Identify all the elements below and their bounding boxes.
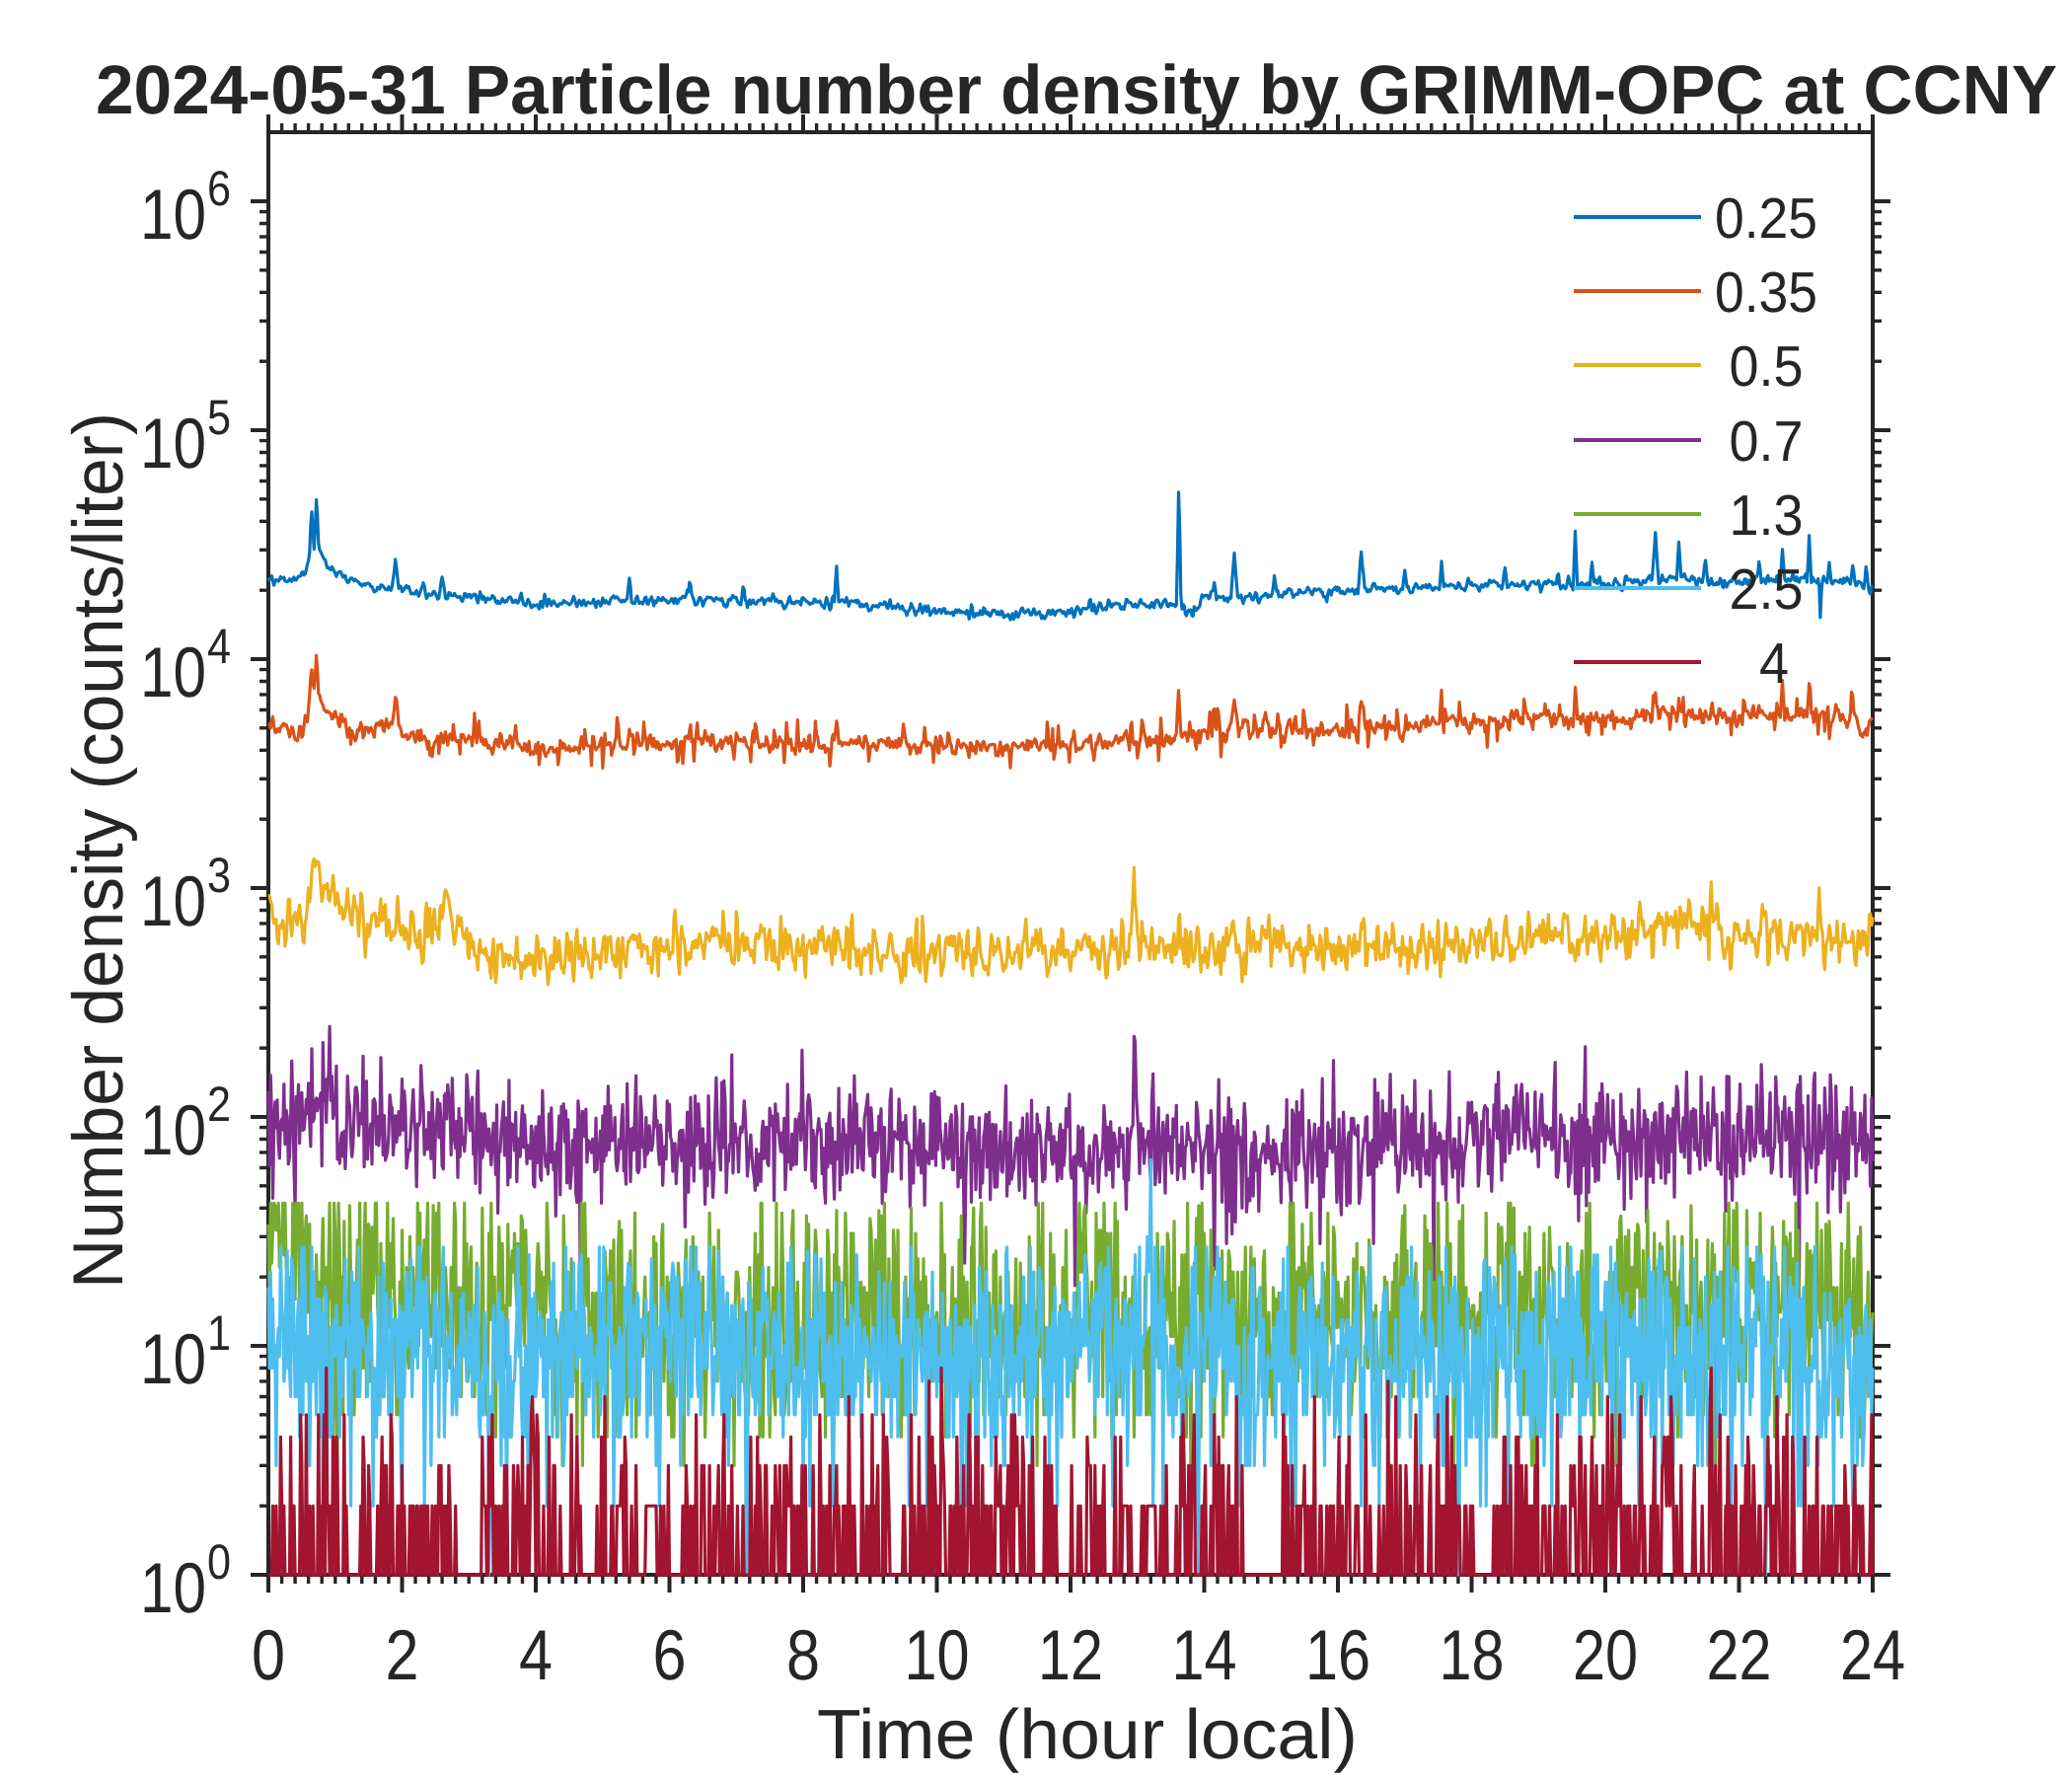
svg-text:6: 6 — [207, 161, 231, 216]
svg-text:4: 4 — [207, 619, 231, 674]
svg-text:1: 1 — [207, 1305, 231, 1361]
svg-text:0.25: 0.25 — [1715, 186, 1817, 251]
svg-text:1.3: 1.3 — [1730, 483, 1804, 548]
svg-text:24: 24 — [1840, 1616, 1905, 1695]
svg-text:0: 0 — [252, 1616, 285, 1695]
svg-text:3: 3 — [207, 848, 231, 903]
svg-text:10: 10 — [140, 1091, 206, 1170]
svg-text:10: 10 — [140, 633, 206, 712]
svg-text:0: 0 — [207, 1534, 231, 1590]
svg-text:0.35: 0.35 — [1715, 260, 1817, 325]
svg-text:Number density (counts/liter): Number density (counts/liter) — [59, 412, 138, 1289]
svg-text:4: 4 — [1759, 631, 1789, 696]
svg-text:10: 10 — [140, 862, 206, 941]
svg-text:6: 6 — [653, 1616, 687, 1695]
svg-text:2.5: 2.5 — [1730, 557, 1804, 622]
svg-text:10: 10 — [140, 1320, 206, 1399]
svg-text:22: 22 — [1707, 1616, 1772, 1695]
svg-text:18: 18 — [1440, 1616, 1505, 1695]
svg-text:0.7: 0.7 — [1730, 409, 1804, 474]
svg-text:2024-05-31 Particle number den: 2024-05-31 Particle number density by GR… — [96, 51, 2057, 128]
svg-text:2: 2 — [386, 1616, 419, 1695]
svg-text:8: 8 — [786, 1616, 820, 1695]
svg-text:16: 16 — [1305, 1616, 1370, 1695]
svg-text:10: 10 — [905, 1616, 970, 1695]
svg-text:0.5: 0.5 — [1730, 334, 1804, 399]
svg-text:10: 10 — [140, 405, 206, 483]
svg-text:14: 14 — [1172, 1616, 1237, 1695]
svg-text:10: 10 — [140, 176, 206, 255]
svg-text:4: 4 — [519, 1616, 553, 1695]
svg-text:5: 5 — [207, 390, 231, 445]
svg-text:10: 10 — [140, 1549, 206, 1628]
svg-text:20: 20 — [1573, 1616, 1638, 1695]
svg-text:12: 12 — [1038, 1616, 1103, 1695]
svg-text:Time (hour local): Time (hour local) — [817, 1696, 1358, 1774]
svg-text:2: 2 — [207, 1076, 231, 1132]
